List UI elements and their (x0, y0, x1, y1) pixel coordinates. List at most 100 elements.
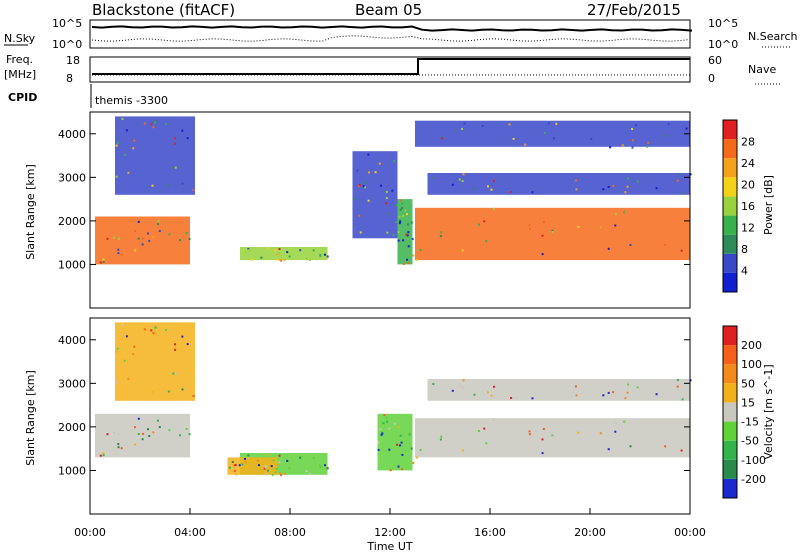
y-tick-label: 4000 (58, 128, 86, 141)
data-speck (461, 180, 464, 183)
data-speck (326, 467, 329, 470)
noise-panel: N.Sky 10^5 10^0 10^5 10^0 N.Search (4, 17, 798, 51)
data-speck (240, 464, 242, 467)
colorbar-segment (723, 158, 737, 178)
data-speck (401, 207, 404, 210)
data-speck (477, 430, 480, 432)
data-speck (510, 191, 513, 193)
noise-right-tick-bottom: 10^0 (708, 38, 738, 51)
data-speck (393, 160, 395, 163)
data-speck (665, 134, 668, 137)
data-speck (406, 234, 409, 237)
colorbar-tick-label: 24 (741, 157, 755, 170)
data-speck (123, 359, 126, 362)
data-speck (158, 426, 161, 429)
data-speck (127, 377, 130, 380)
data-speck (186, 343, 189, 346)
data-speck (395, 221, 398, 224)
data-speck (399, 220, 402, 223)
data-speck (577, 431, 580, 434)
data-speck (614, 224, 617, 227)
data-speck (192, 189, 195, 191)
colorbar-tick-label: 15 (741, 396, 755, 409)
data-speck (681, 192, 684, 195)
data-speck (147, 232, 149, 235)
x-axis: 00:00 04:00 08:00 12:00 16:00 20:00 00:00 (74, 508, 706, 539)
data-speck (599, 226, 602, 229)
beam-title: Beam 05 (355, 1, 422, 19)
data-band-0 (95, 413, 190, 458)
station-title: Blackstone (fitACF) (92, 1, 235, 19)
data-speck (106, 433, 109, 436)
data-speck (380, 184, 382, 187)
freq-left-tick-top: 18 (66, 54, 80, 67)
data-speck (377, 441, 380, 444)
colorbar-tick-label: 50 (741, 377, 755, 390)
colorbar-segment (723, 345, 737, 365)
data-speck (655, 187, 658, 190)
data-speck (407, 223, 409, 226)
data-speck (164, 329, 167, 332)
data-speck (174, 166, 177, 169)
data-speck (385, 190, 388, 193)
data-speck (265, 473, 268, 476)
power-ylabel: Slant Range [km] (24, 164, 37, 260)
data-speck (174, 137, 176, 140)
data-speck (528, 227, 531, 230)
data-speck (397, 230, 400, 233)
data-speck (485, 442, 488, 445)
data-speck (132, 353, 135, 356)
data-speck (312, 456, 315, 459)
data-speck (624, 397, 627, 400)
data-speck (192, 395, 195, 397)
data-band-3 (227, 457, 278, 475)
data-speck (451, 389, 454, 392)
data-speck (117, 443, 120, 446)
data-speck (627, 383, 630, 386)
data-speck (631, 139, 634, 142)
data-speck (614, 430, 617, 433)
data-speck (487, 185, 489, 188)
data-speck (235, 473, 238, 476)
data-speck (626, 391, 629, 394)
data-speck (238, 464, 241, 467)
data-band-5 (415, 418, 690, 458)
data-speck (137, 220, 140, 223)
colorbar-segment (723, 120, 737, 140)
y-tick-label: 1000 (58, 258, 86, 271)
data-speck (152, 332, 155, 335)
data-speck (621, 144, 624, 147)
data-band-5 (415, 207, 690, 261)
data-speck (396, 443, 399, 446)
data-speck (440, 435, 443, 438)
data-speck (363, 186, 366, 189)
data-speck (385, 202, 388, 205)
data-speck (275, 468, 278, 470)
data-speck (623, 211, 626, 214)
data-speck (367, 153, 370, 156)
data-speck (676, 179, 679, 182)
colorbar-tick-label: 20 (741, 179, 755, 192)
power-panel-frame (89, 111, 691, 309)
data-speck (528, 430, 531, 433)
data-speck (288, 467, 291, 470)
velocity-yticks: 1000 2000 3000 4000 (58, 334, 690, 477)
data-speck (368, 171, 370, 174)
data-band-4 (397, 199, 413, 265)
data-speck (477, 223, 480, 226)
data-speck (473, 187, 476, 190)
data-speck (150, 329, 153, 332)
data-speck (181, 182, 184, 185)
data-speck (157, 419, 159, 422)
data-speck (401, 453, 404, 456)
data-speck (487, 391, 489, 394)
noise-left-tick-bottom: 10^0 (52, 38, 82, 51)
data-speck (278, 461, 281, 464)
data-speck (115, 350, 118, 353)
data-speck (143, 122, 146, 125)
noise-right-tick-top: 10^5 (708, 17, 738, 30)
data-speck (400, 441, 403, 444)
data-speck (358, 185, 361, 188)
data-band-3 (352, 151, 398, 239)
data-speck (137, 237, 140, 240)
